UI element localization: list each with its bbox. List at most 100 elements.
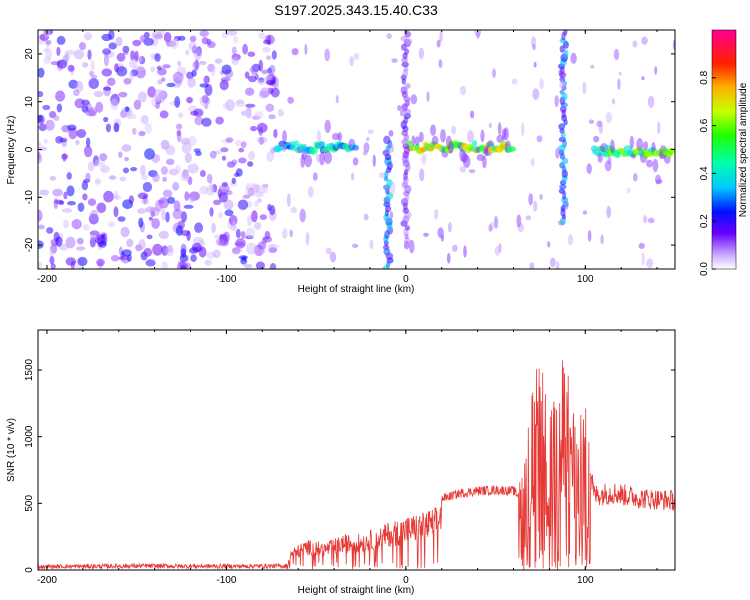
heatmap-cell xyxy=(142,194,148,205)
heatmap-cell xyxy=(158,90,168,100)
heatmap-cell xyxy=(141,175,148,180)
heatmap-cell xyxy=(192,45,197,54)
colorbar-ticks: 0.0 0.2 0.4 0.6 0.8 xyxy=(699,70,716,276)
heatmap-cell xyxy=(135,66,146,79)
heatmap-cell xyxy=(157,30,166,36)
heatmap-cell xyxy=(157,67,167,76)
heatmap-cell xyxy=(265,80,276,86)
heatmap-cell xyxy=(117,216,126,222)
heatmap-cell xyxy=(225,137,234,143)
heatmap-cell xyxy=(168,168,179,176)
heatmap-cell xyxy=(89,230,100,236)
heatmap-cell xyxy=(419,168,425,182)
heatmap-cell xyxy=(560,132,566,138)
heatmap-cell xyxy=(98,240,107,248)
heatmap-cell xyxy=(165,40,177,47)
heatmap-cell xyxy=(482,155,487,169)
heatmap-cell xyxy=(459,165,467,173)
heatmap-cell xyxy=(558,123,566,130)
heatmap-cell xyxy=(184,152,192,164)
heatmap-cell xyxy=(410,94,418,105)
heatmap-cell xyxy=(268,247,277,253)
heatmap-cell xyxy=(221,32,228,39)
heatmap-cell xyxy=(102,48,111,55)
heatmap-cell xyxy=(124,156,129,162)
heatmap-cell xyxy=(547,241,551,248)
heatmap-cell xyxy=(38,146,48,152)
heatmap-cell xyxy=(79,42,86,51)
heatmap-marks xyxy=(38,30,675,269)
heatmap-cell xyxy=(463,245,467,258)
heatmap-cell xyxy=(181,142,192,154)
heatmap-cell xyxy=(129,58,138,69)
heatmap-cell xyxy=(143,247,153,257)
heatmap-cell xyxy=(488,224,493,232)
heatmap-cell xyxy=(157,79,163,85)
heatmap-cell xyxy=(265,55,272,60)
heatmap-cell xyxy=(404,195,410,201)
heatmap-cell xyxy=(480,129,485,143)
heatmap-cell xyxy=(324,151,332,165)
heatmap-cell xyxy=(76,237,84,245)
heatmap-cell xyxy=(304,154,313,168)
heatmap-cell xyxy=(403,240,410,250)
heatmap-cell xyxy=(261,69,268,75)
heatmap-cell xyxy=(190,254,197,262)
heatmap-cell xyxy=(258,32,266,40)
heatmap-cell xyxy=(316,130,321,144)
heatmap-cell xyxy=(105,123,111,133)
heatmap-cell xyxy=(405,83,411,89)
heatmap-cell xyxy=(118,246,123,256)
heatmap-cell xyxy=(160,77,166,82)
colorbar-scale xyxy=(711,29,737,270)
heatmap-cell xyxy=(194,222,204,233)
heatmap-cell xyxy=(238,147,245,153)
heatmap-cell xyxy=(231,53,241,61)
heatmap-cell xyxy=(87,198,97,206)
heatmap-cell xyxy=(409,239,415,254)
heatmap-cell xyxy=(539,78,544,90)
heatmap-cell xyxy=(67,201,76,206)
heatmap-cell xyxy=(265,103,275,112)
heatmap-cell xyxy=(180,137,191,145)
heatmap-cell xyxy=(234,172,240,177)
heatmap-cell xyxy=(254,222,262,230)
heatmap-cell xyxy=(77,256,88,267)
heatmap-cell xyxy=(613,48,620,61)
heatmap-cell xyxy=(213,199,222,205)
heatmap-cell xyxy=(43,47,50,53)
heatmap-cell xyxy=(605,112,613,124)
heatmap-cell xyxy=(108,42,117,50)
heatmap-cell xyxy=(404,237,411,244)
heatmap-cell xyxy=(63,219,69,229)
heatmap-cell xyxy=(287,193,291,207)
heatmap-cell xyxy=(149,207,160,217)
heatmap-cell xyxy=(259,214,267,221)
heatmap-cell xyxy=(251,210,258,223)
heatmap-cell xyxy=(255,185,266,195)
heatmap-cell xyxy=(563,49,569,58)
heatmap-cell xyxy=(245,103,256,108)
heatmap-cell xyxy=(263,184,269,194)
heatmap-cell xyxy=(180,265,186,269)
heatmap-cell xyxy=(281,143,287,153)
heatmap-cell xyxy=(113,206,119,218)
heatmap-cell xyxy=(244,87,255,96)
heatmap-cell xyxy=(238,157,247,164)
heatmap-cell xyxy=(446,252,451,264)
heatmap-cell xyxy=(56,59,68,69)
heatmap-cell xyxy=(270,87,280,98)
heatmap-cell xyxy=(312,172,318,181)
x-tick-label: -200 xyxy=(37,575,57,586)
heatmap-cell xyxy=(618,71,622,76)
heatmap-cell xyxy=(646,159,653,168)
heatmap-cell xyxy=(110,93,120,106)
heatmap-cell xyxy=(304,44,308,55)
heatmap-cell xyxy=(529,262,535,269)
heatmap-cell xyxy=(587,229,592,242)
heatmap-cell xyxy=(39,189,50,196)
heatmap-cell xyxy=(140,164,146,177)
heatmap-cell xyxy=(183,204,194,209)
heatmap-cell xyxy=(103,86,112,91)
heatmap-cell xyxy=(246,242,257,255)
